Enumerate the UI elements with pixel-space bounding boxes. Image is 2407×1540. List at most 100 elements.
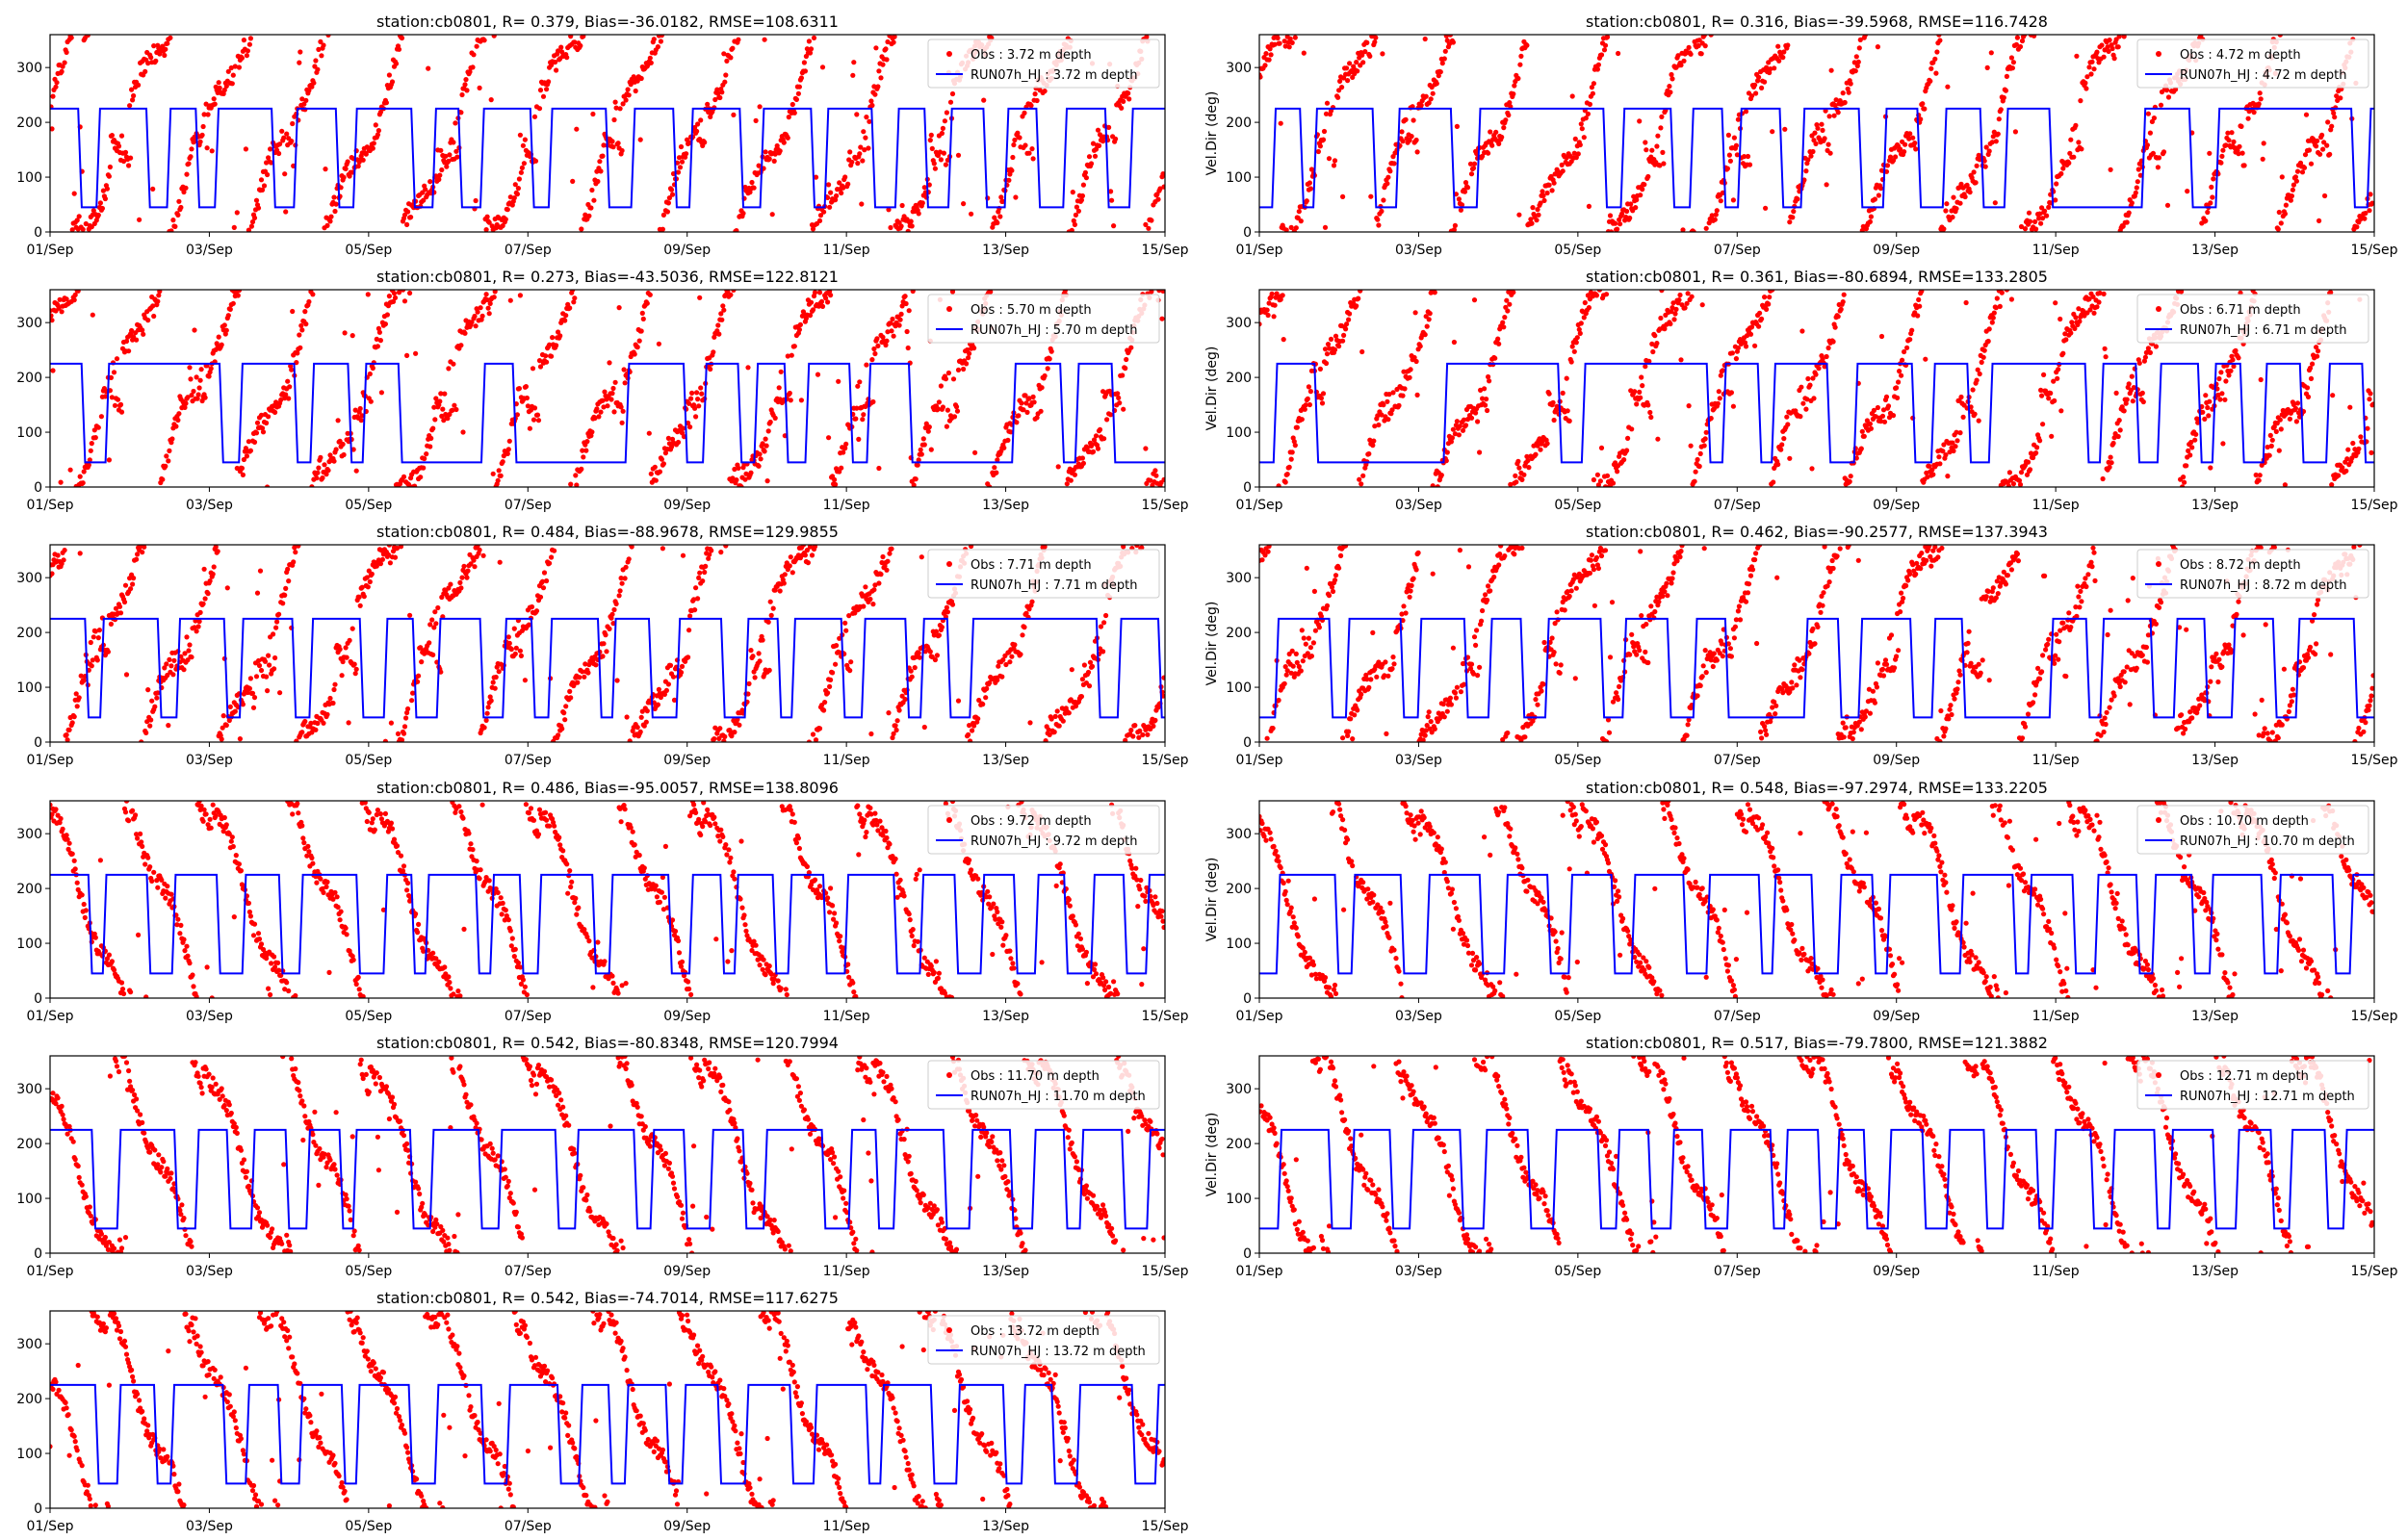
obs-point [2046, 204, 2052, 210]
obs-point [556, 48, 561, 54]
obs-point [1379, 412, 1385, 418]
legend-label: Obs : 5.70 m depth [971, 303, 1092, 318]
obs-point [407, 612, 413, 618]
obs-point [762, 37, 767, 42]
obs-point [2014, 35, 2020, 40]
obs-point [182, 404, 188, 410]
obs-point [349, 333, 355, 339]
obs-point [592, 415, 598, 422]
obs-point [2108, 454, 2113, 460]
obs-point [496, 468, 502, 474]
obs-point [2037, 211, 2043, 217]
obs-point [1982, 164, 1988, 169]
obs-point [2211, 176, 2216, 182]
obs-point [514, 192, 521, 197]
obs-point [2340, 465, 2345, 471]
obs-point [313, 727, 319, 732]
obs-point [96, 628, 102, 633]
obs-point [573, 473, 579, 478]
obs-point [537, 364, 544, 370]
obs-point [520, 142, 527, 148]
obs-point [891, 39, 896, 45]
obs-point [722, 79, 728, 85]
obs-point [1030, 156, 1036, 162]
obs-point [2310, 361, 2316, 367]
obs-point [871, 346, 877, 352]
obs-point [1808, 153, 1814, 159]
obs-point [1685, 291, 1691, 296]
obs-point [186, 161, 192, 167]
obs-point [1909, 327, 1915, 333]
obs-point [853, 416, 859, 422]
obs-point [2086, 296, 2092, 302]
obs-point [1458, 207, 1463, 213]
obs-point [992, 465, 997, 471]
obs-point [1461, 417, 1467, 423]
obs-point [439, 413, 445, 419]
obs-point [1385, 398, 1390, 404]
obs-point [492, 290, 498, 295]
obs-point [2314, 143, 2319, 149]
obs-point [906, 308, 912, 314]
obs-point [2040, 422, 2046, 427]
obs-point [423, 187, 428, 192]
obs-point [1332, 158, 1338, 164]
obs-point [763, 436, 768, 442]
obs-point [154, 695, 160, 701]
obs-point [798, 75, 805, 81]
obs-point [2036, 216, 2042, 221]
obs-point [1355, 68, 1360, 74]
obs-point [1339, 85, 1345, 90]
obs-point [1080, 182, 1086, 188]
obs-point [1160, 171, 1165, 177]
obs-point [302, 309, 308, 315]
obs-point [2094, 304, 2100, 310]
obs-point [875, 84, 881, 90]
obs-point [118, 409, 125, 415]
obs-point [1011, 141, 1017, 148]
obs-point [518, 169, 525, 175]
obs-point [137, 217, 142, 222]
obs-point [2073, 122, 2079, 128]
obs-point [495, 477, 501, 483]
obs-point [2147, 349, 2153, 355]
obs-point [50, 318, 55, 323]
obs-point [897, 317, 903, 322]
obs-point [1572, 136, 1578, 141]
obs-point [1265, 312, 1271, 319]
obs-point [2003, 88, 2008, 93]
obs-point [619, 420, 625, 425]
obs-point [218, 732, 223, 738]
obs-point [1317, 143, 1323, 149]
obs-point [2241, 163, 2247, 168]
obs-point [1559, 162, 1565, 167]
obs-point [2038, 220, 2044, 226]
obs-point [491, 35, 497, 38]
obs-point [1900, 357, 1905, 363]
obs-point [1146, 225, 1152, 231]
obs-point [138, 545, 143, 550]
obs-point [2274, 421, 2280, 426]
obs-point [2012, 129, 2018, 135]
obs-point [698, 385, 704, 391]
x-tick-label: 05/Sep [345, 243, 392, 258]
obs-point [56, 305, 62, 311]
obs-point [1414, 392, 1420, 398]
obs-point [1896, 379, 1902, 385]
obs-point [120, 158, 127, 165]
obs-point [251, 439, 258, 445]
obs-point [196, 619, 202, 625]
obs-point [1380, 51, 1385, 57]
obs-point [804, 46, 811, 52]
obs-point [720, 303, 726, 309]
x-tick-label: 13/Sep [982, 243, 1029, 258]
obs-point [1385, 174, 1391, 180]
obs-point [1462, 423, 1469, 428]
obs-point [821, 209, 827, 215]
obs-point [680, 425, 686, 431]
obs-point [1308, 167, 1314, 172]
obs-point [85, 35, 91, 38]
obs-point [303, 321, 309, 327]
obs-point [1980, 354, 1986, 360]
obs-point [921, 442, 927, 448]
